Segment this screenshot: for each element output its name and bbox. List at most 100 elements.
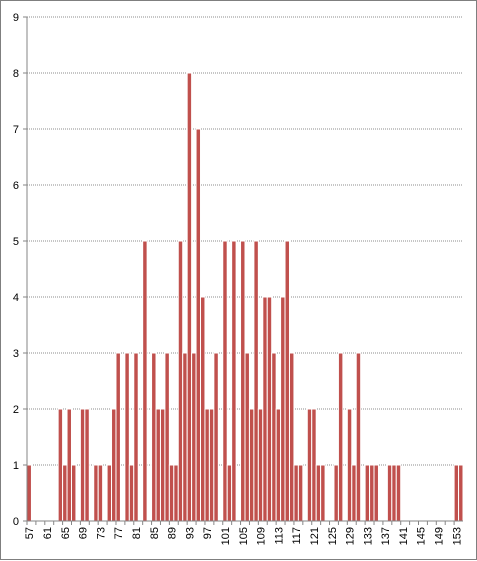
histogram-bar (458, 464, 464, 522)
x-tick-label: 109 (256, 527, 268, 545)
histogram-bar (333, 464, 339, 522)
histogram-bar (213, 352, 219, 522)
histogram-bar (173, 464, 179, 522)
histogram-bar (351, 464, 357, 522)
histogram-bar (369, 464, 375, 522)
histogram-bar (182, 352, 188, 522)
histogram-bar (306, 408, 313, 522)
x-tick-label: 65 (60, 527, 72, 539)
x-tick-label: 77 (113, 527, 125, 539)
x-tick-label: 121 (309, 527, 321, 545)
histogram-bar (284, 240, 290, 522)
histogram-bar (168, 464, 175, 522)
histogram-bar (355, 352, 362, 522)
x-tick-label: 117 (291, 527, 303, 545)
x-tick-label: 149 (434, 527, 446, 545)
histogram-bar (66, 408, 72, 522)
histogram-bar (231, 240, 237, 522)
histogram-bar (346, 408, 353, 522)
histogram-bar (79, 408, 86, 522)
histogram-bar (395, 464, 402, 522)
histogram-bar (159, 408, 166, 522)
x-tick-label: 69 (78, 527, 90, 539)
histogram-bar (222, 240, 228, 522)
x-tick-label: 97 (202, 527, 214, 539)
histogram-bar (93, 464, 99, 522)
histogram-bar (391, 464, 397, 522)
x-tick-label: 73 (95, 527, 107, 539)
histogram-bar (133, 352, 139, 522)
histogram-bar (111, 408, 117, 522)
histogram-bar (97, 464, 104, 522)
y-tick-label: 8 (13, 68, 19, 80)
histogram-bar (128, 464, 135, 522)
x-tick-label: 89 (167, 527, 179, 539)
histogram-bar (26, 464, 32, 522)
x-tick-label: 137 (380, 527, 392, 545)
histogram-bar (164, 352, 170, 522)
y-tick-label: 3 (13, 348, 19, 360)
histogram-bar (297, 464, 304, 522)
histogram-bar (84, 408, 90, 522)
histogram-bar (253, 240, 259, 522)
histogram-bar (240, 240, 246, 522)
histogram-bar (311, 408, 317, 522)
histogram-bar (262, 296, 268, 522)
x-tick-label: 145 (416, 527, 428, 545)
histogram-bar (315, 464, 322, 522)
y-tick-label: 1 (13, 460, 19, 472)
x-tick-label: 105 (238, 527, 250, 545)
histogram-bar (288, 352, 295, 522)
y-tick-label: 2 (13, 404, 19, 416)
x-tick-label: 133 (362, 527, 374, 545)
histogram-bar (373, 464, 379, 522)
histogram-bar (271, 352, 277, 522)
x-tick-label: 85 (149, 527, 161, 539)
histogram-bar (200, 296, 206, 522)
y-tick-label: 6 (13, 180, 19, 192)
histogram-bar (70, 464, 77, 522)
histogram-bar (320, 464, 326, 522)
histogram-bar (244, 352, 250, 522)
histogram-bar (191, 352, 197, 522)
histogram-bar (337, 352, 344, 522)
histogram-bar (115, 352, 121, 522)
histogram-bar (266, 296, 273, 522)
x-tick-label: 101 (220, 527, 232, 545)
histogram-bar (142, 240, 148, 522)
y-tick-label: 5 (13, 236, 19, 248)
histogram-bar (364, 464, 371, 522)
histogram-bar (248, 408, 255, 522)
histogram-bar (280, 296, 286, 522)
y-tick-label: 0 (13, 516, 19, 528)
x-tick-label: 125 (327, 527, 339, 545)
histogram-bar (386, 464, 393, 522)
histogram-bar (62, 464, 68, 522)
histogram-bar (106, 464, 113, 522)
histogram-bar (293, 464, 299, 522)
x-tick-label: 153 (451, 527, 463, 545)
histogram-bar (195, 128, 202, 522)
y-tick-label: 7 (13, 124, 19, 136)
histogram-bar (124, 352, 130, 522)
y-tick-label: 4 (13, 292, 19, 304)
histogram-bar (257, 408, 264, 522)
histogram-bar (57, 408, 64, 522)
x-tick-label: 93 (184, 527, 196, 539)
histogram-bar (208, 408, 215, 522)
x-tick-label: 57 (24, 527, 36, 539)
histogram-bar (275, 408, 282, 522)
histogram-bar (151, 352, 157, 522)
x-tick-label: 61 (42, 527, 54, 539)
histogram-bar (186, 72, 193, 522)
histogram-bar (177, 240, 184, 522)
y-tick-label: 9 (13, 12, 19, 24)
x-tick-label: 129 (345, 527, 357, 545)
x-tick-label: 81 (131, 527, 143, 539)
histogram-bar (155, 408, 161, 522)
histogram-bar (204, 408, 210, 522)
x-tick-label: 141 (398, 527, 410, 545)
histogram-bar (226, 464, 233, 522)
histogram-bar (453, 464, 460, 522)
